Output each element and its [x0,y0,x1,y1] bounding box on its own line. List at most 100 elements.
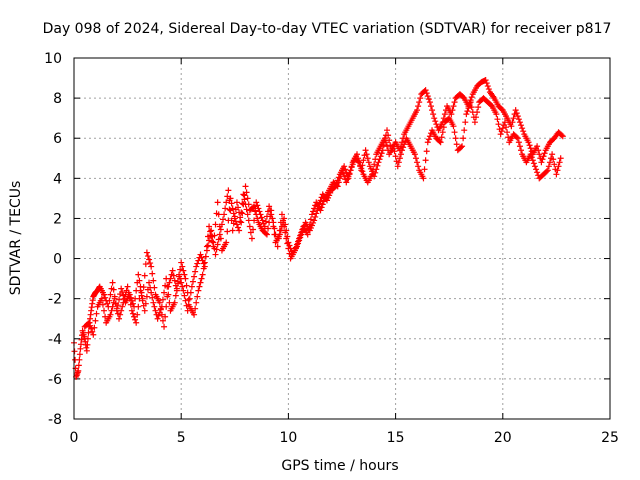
data-point-interp [220,216,227,223]
data-point-interp [244,195,251,202]
data-point-interp [400,144,407,151]
data-point-interp [427,103,434,110]
data-point [501,119,508,126]
data-point-interp [482,97,489,104]
data-point-interp [142,300,149,307]
data-point-interp [372,169,379,176]
data-point [347,167,354,174]
data-point-interp [92,317,99,324]
data-point-interp [541,150,548,157]
data-point-interp [499,125,506,132]
data-point-interp [268,211,275,218]
y-tick-label: 8 [53,91,62,107]
chart-title: Day 098 of 2024, Sidereal Day-to-day VTE… [43,21,612,37]
data-point-interp [229,205,236,212]
data-point-interp [211,232,218,239]
data-point-interp [440,115,447,122]
data-point-interp [198,275,205,282]
data-point-interp [558,132,565,139]
data-point-interp [217,226,224,233]
data-point-interp [230,210,237,217]
data-point-interp [485,86,492,93]
data-point-interp [209,238,216,245]
data-point-interp [389,145,396,152]
data-point-interp [267,207,274,214]
data-point [497,131,504,138]
data-point-interp [419,173,426,180]
data-point [278,211,285,218]
data-point-interp [504,129,511,136]
plot-frame [73,57,611,420]
data-point-interp [512,133,519,140]
data-point-interp [155,312,162,319]
data-point-interp [513,110,520,117]
data-point-interp [106,313,113,320]
data-point-interp [71,348,78,355]
data-point-interp [182,297,189,304]
data-point-interp [255,205,262,212]
data-point-interp [138,292,145,299]
data-point [253,199,260,206]
data-point-interp [170,301,177,308]
data-point-interp [533,166,540,173]
data-point-interp [117,311,124,318]
data-point-interp [495,121,502,128]
data-point-interp [367,173,374,180]
data-point-interp [310,219,317,226]
data-point-interp [213,246,220,253]
data-point-interp [172,292,179,299]
data-point-interp [208,233,215,240]
data-point-interp [215,211,222,218]
data-point-interp [256,208,263,215]
data-point-interp [311,205,318,212]
data-point-interp [310,208,317,215]
data-point [512,107,519,114]
data-point-interp [430,111,437,118]
data-point-interp [440,124,447,131]
data-point [426,99,433,106]
data-point-interp [519,125,526,132]
data-point-interp [271,225,278,232]
data-point-interp [173,285,180,292]
data-point-interp [370,166,377,173]
data-point-interp [460,94,467,101]
data-point-interp [246,223,253,230]
data-point-interp [276,227,283,234]
y-tick-label: 10 [44,51,62,67]
data-point-interp [452,135,459,142]
y-tick-label: -6 [48,372,62,388]
data-point [538,159,545,166]
data-point-interp [505,134,512,141]
data-point-interp [473,114,479,121]
data-point-interp [451,99,458,106]
data-point-interp [550,156,557,163]
data-point-interp [290,249,297,256]
data-point [201,263,208,270]
data-point-interp [113,305,120,312]
data-point-interp [187,289,194,296]
data-point-interp [85,329,92,336]
data-point-interp [543,168,550,175]
data-point-interp [206,237,213,244]
data-point-interp [545,163,552,170]
data-point-interp [241,196,248,203]
data-point-interp [514,113,521,120]
data-point-interp [539,156,546,163]
data-point [212,251,219,258]
data-point-interp [97,297,104,304]
data-point-interp [185,296,192,303]
data-point-interp [178,279,185,286]
data-point-interp [359,168,366,175]
data-point-interp [263,213,270,220]
data-point [236,227,243,234]
x-tick-label: 15 [387,430,405,446]
data-point-interp [84,341,91,348]
data-point-interp [83,321,90,328]
data-point-interp [464,108,471,115]
data-point-interp [449,121,456,128]
data-point-interp [261,229,268,236]
data-point-interp [122,291,129,298]
data-point-interp [118,307,125,314]
data-point-interp [91,324,98,331]
data-point-interp [126,295,133,302]
